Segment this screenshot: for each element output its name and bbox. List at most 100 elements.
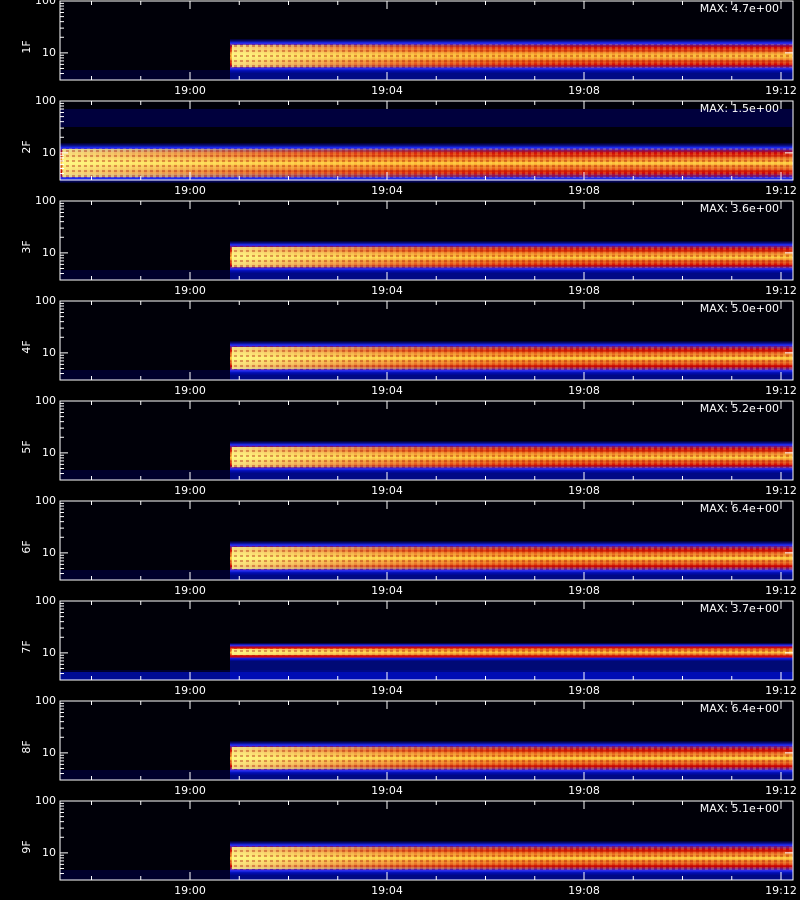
y-tick-label: 100 — [35, 294, 56, 307]
max-label: MAX: 1.5e+00 — [700, 102, 779, 115]
x-tick-label: 19:12 — [765, 284, 797, 297]
plot-frame — [59, 100, 794, 181]
x-tick-label: 19:00 — [174, 284, 206, 297]
panel: 10 100 19:00 19:04 19:08 19:12 8F MAX: 6.4e+00 — [20, 694, 797, 797]
x-tick-label: 19:04 — [371, 784, 403, 797]
emission-speckle — [230, 446, 793, 468]
emission-tail — [230, 470, 793, 480]
panel: 10 100 19:00 19:04 19:08 19:12 9F MAX: 5.1e+00 — [20, 794, 797, 897]
x-tick-label: 19:12 — [765, 84, 797, 97]
max-label: MAX: 5.0e+00 — [700, 302, 779, 315]
emission-tail — [230, 70, 793, 80]
y-tick-label: 10 — [42, 846, 56, 859]
panel: 10 100 19:00 19:04 19:08 19:12 6F MAX: 6.4e+00 — [20, 494, 797, 597]
x-tick-label: 19:08 — [568, 84, 600, 97]
emission-tail — [230, 872, 793, 880]
x-tick-label: 19:00 — [174, 384, 206, 397]
x-tick-label: 19:00 — [174, 784, 206, 797]
y-tick-label: 100 — [35, 0, 56, 7]
x-tick-label: 19:08 — [568, 184, 600, 197]
x-tick-label: 19:12 — [765, 684, 797, 697]
x-tick-label: 19:08 — [568, 384, 600, 397]
emission-tail — [230, 372, 793, 380]
y-axis-label: 6F — [20, 540, 33, 553]
x-tick-label: 19:04 — [371, 184, 403, 197]
x-tick-label: 19:08 — [568, 884, 600, 897]
panel: 10 100 19:00 19:04 19:08 19:12 4F MAX: 5.0e+00 — [20, 294, 797, 397]
x-tick-label: 19:12 — [765, 484, 797, 497]
emission-speckle — [60, 148, 793, 178]
y-axis-label: 3F — [20, 240, 33, 253]
x-tick-label: 19:04 — [371, 484, 403, 497]
max-label: MAX: 6.4e+00 — [700, 502, 779, 515]
panel: 10 100 19:00 19:04 19:08 19:12 7F MAX: 3.7e+00 — [20, 594, 797, 697]
x-tick-label: 19:04 — [371, 584, 403, 597]
emission-speckle — [230, 648, 793, 656]
y-axis-label: 2F — [20, 140, 33, 153]
x-tick-label: 19:04 — [371, 684, 403, 697]
y-axis-label: 4F — [20, 340, 33, 353]
x-tick-label: 19:12 — [765, 184, 797, 197]
y-tick-label: 100 — [35, 494, 56, 507]
x-tick-label: 19:12 — [765, 384, 797, 397]
plot-frame — [59, 200, 794, 281]
emission-tail — [230, 772, 793, 780]
x-tick-label: 19:12 — [765, 784, 797, 797]
y-axis-label: 8F — [20, 740, 33, 753]
emission-tail — [230, 658, 793, 680]
y-tick-label: 10 — [42, 746, 56, 759]
y-tick-label: 10 — [42, 546, 56, 559]
plot-frame — [59, 600, 794, 681]
plot-frame — [59, 400, 794, 481]
emission-speckle — [230, 546, 793, 570]
y-axis-label: 7F — [20, 640, 33, 653]
y-tick-label: 10 — [42, 346, 56, 359]
y-tick-label: 100 — [35, 594, 56, 607]
x-tick-label: 19:04 — [371, 84, 403, 97]
y-tick-label: 100 — [35, 794, 56, 807]
max-label: MAX: 5.1e+00 — [700, 802, 779, 815]
emission-speckle — [230, 246, 793, 268]
y-tick-label: 10 — [42, 646, 56, 659]
y-tick-label: 10 — [42, 446, 56, 459]
x-tick-label: 19:04 — [371, 884, 403, 897]
panel: 10 100 19:00 19:04 19:08 19:12 5F MAX: 5.2e+00 — [20, 394, 797, 497]
y-tick-label: 100 — [35, 194, 56, 207]
max-label: MAX: 3.7e+00 — [700, 602, 779, 615]
y-tick-label: 100 — [35, 394, 56, 407]
panel: 10 100 19:00 19:04 19:08 19:12 1F MAX: 4.7e+00 — [20, 0, 797, 97]
y-tick-label: 100 — [35, 94, 56, 107]
plot-frame — [59, 700, 794, 781]
x-tick-label: 19:08 — [568, 784, 600, 797]
max-label: MAX: 5.2e+00 — [700, 402, 779, 415]
x-tick-label: 19:04 — [371, 384, 403, 397]
y-tick-label: 10 — [42, 246, 56, 259]
plot-frame — [59, 500, 794, 581]
x-tick-label: 19:08 — [568, 484, 600, 497]
y-axis-label: 5F — [20, 440, 33, 453]
emission-speckle — [230, 346, 793, 370]
x-tick-label: 19:12 — [765, 584, 797, 597]
emission-tail — [230, 572, 793, 580]
x-tick-label: 19:12 — [765, 884, 797, 897]
noise-upper — [60, 109, 793, 127]
y-tick-label: 10 — [42, 46, 56, 59]
x-tick-label: 19:00 — [174, 184, 206, 197]
x-tick-label: 19:00 — [174, 84, 206, 97]
y-tick-label: 100 — [35, 694, 56, 707]
emission-tail — [230, 270, 793, 280]
x-tick-label: 19:08 — [568, 284, 600, 297]
x-tick-label: 19:00 — [174, 684, 206, 697]
x-tick-label: 19:08 — [568, 584, 600, 597]
plot-frame — [59, 300, 794, 381]
panel: 10 100 19:00 19:04 19:08 19:12 2F MAX: 1.5e+00 — [20, 94, 797, 197]
x-tick-label: 19:00 — [174, 884, 206, 897]
max-label: MAX: 4.7e+00 — [700, 2, 779, 15]
max-label: MAX: 6.4e+00 — [700, 702, 779, 715]
panel: 10 100 19:00 19:04 19:08 19:12 3F MAX: 3.6e+00 — [20, 194, 797, 297]
emission-speckle — [230, 44, 793, 68]
emission-speckle — [230, 846, 793, 870]
x-tick-label: 19:00 — [174, 484, 206, 497]
